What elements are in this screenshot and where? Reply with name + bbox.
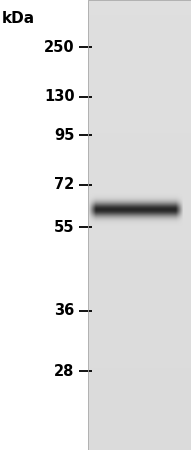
Text: 72: 72 xyxy=(54,177,74,192)
Bar xyxy=(88,0,191,450)
Text: 250: 250 xyxy=(44,40,74,55)
Text: 28: 28 xyxy=(54,364,74,379)
Text: 36: 36 xyxy=(54,303,74,318)
Text: 130: 130 xyxy=(44,89,74,104)
Text: kDa: kDa xyxy=(2,11,35,26)
Text: 95: 95 xyxy=(54,127,74,143)
Text: 55: 55 xyxy=(54,220,74,235)
